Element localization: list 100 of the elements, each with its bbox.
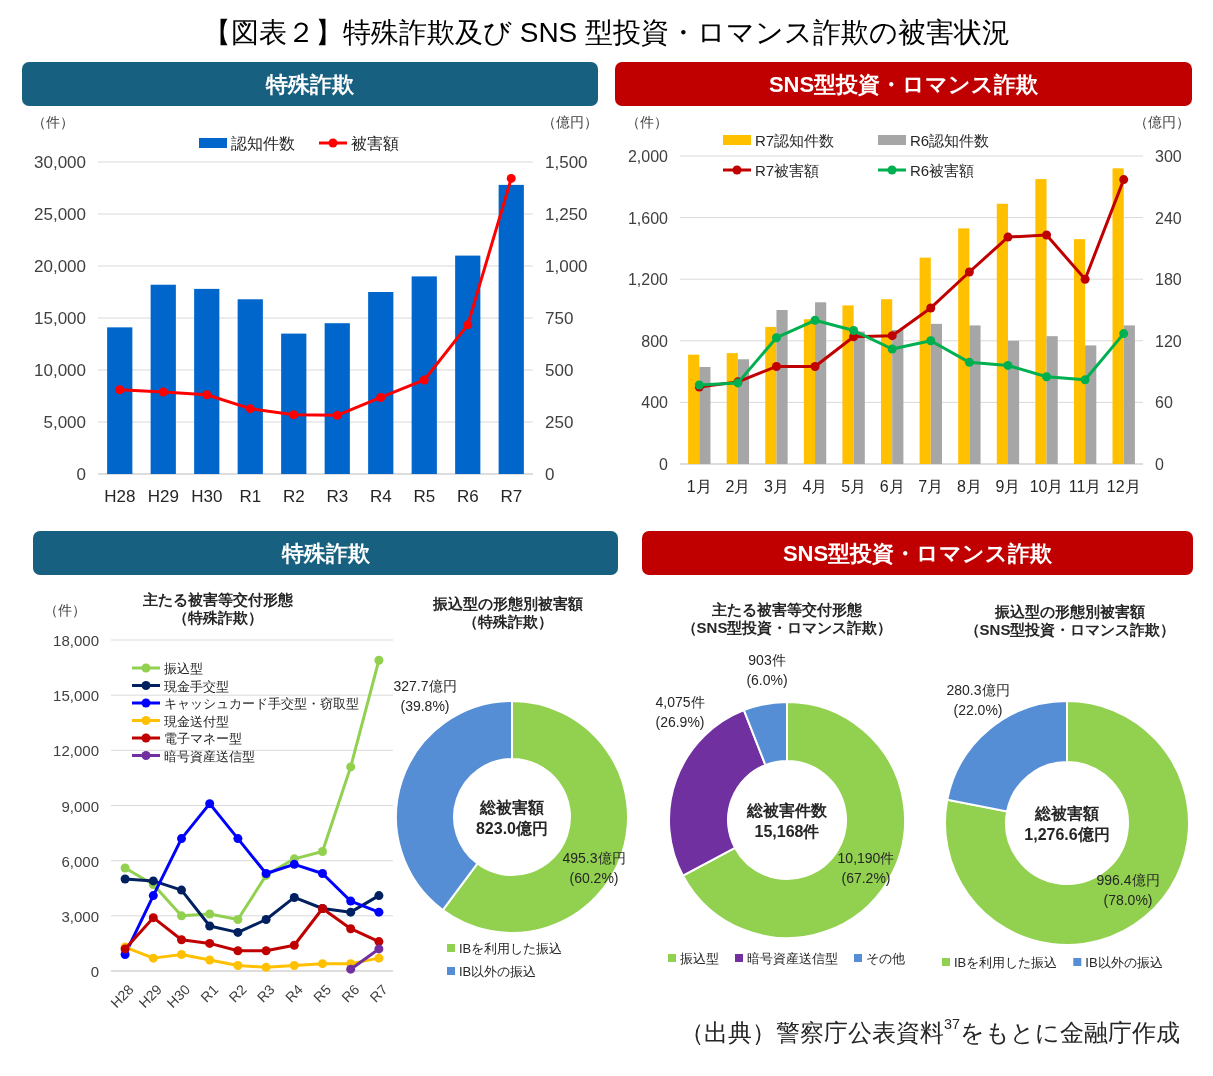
point — [810, 361, 820, 371]
point — [376, 392, 386, 402]
y-tick-label: 0 — [76, 464, 86, 484]
point — [261, 962, 271, 972]
point — [1119, 329, 1129, 339]
x-tick-label: H29 — [135, 981, 166, 1011]
bar — [803, 319, 816, 464]
point — [318, 959, 327, 969]
point — [233, 960, 243, 970]
legend-label: 振込型 — [680, 950, 719, 966]
point — [849, 326, 859, 336]
point — [148, 913, 158, 923]
data-label: 10,190件 (67.2%) — [837, 850, 895, 886]
bar — [194, 288, 220, 474]
x-tick-label: 1月 — [686, 477, 712, 495]
donut-slice — [944, 700, 1190, 946]
x-tick-label: 9月 — [995, 477, 1021, 495]
point — [1042, 230, 1052, 240]
point — [202, 390, 212, 400]
bar — [1123, 325, 1135, 464]
point — [1003, 360, 1013, 370]
point — [926, 303, 936, 313]
point — [771, 361, 781, 371]
chart-subtitle: 振込型の形態別被害額（特殊詐欺） — [432, 594, 583, 630]
point — [346, 924, 356, 934]
x-tick-label: R1 — [239, 486, 262, 506]
point — [346, 907, 356, 917]
legend-label: IBを利用した振込 — [954, 954, 1058, 970]
x-tick-label: R6 — [338, 981, 363, 1006]
bar — [765, 326, 777, 464]
point — [419, 375, 429, 385]
legend-label: 現金送付型 — [164, 713, 229, 728]
bar — [1085, 345, 1097, 464]
point — [233, 946, 243, 956]
y-tick-label: 9,000 — [61, 797, 99, 814]
point — [148, 891, 158, 901]
y-axis-title: （件） — [32, 114, 74, 130]
y-tick-label: 0 — [659, 455, 669, 473]
x-tick-label: 8月 — [956, 477, 982, 495]
x-tick-label: R3 — [253, 981, 278, 1006]
bar — [958, 228, 970, 464]
bar — [455, 255, 481, 474]
data-label: 327.7億円 (39.8%) — [393, 678, 457, 714]
bar — [842, 305, 854, 464]
y2-axis-title: （億円） — [1134, 114, 1190, 130]
point — [205, 955, 215, 965]
text: 総被害額 1,276.6億円 — [1024, 803, 1110, 842]
bar — [996, 203, 1008, 464]
legend-label: R6被害額 — [910, 161, 975, 179]
point — [289, 859, 299, 869]
point — [1080, 274, 1090, 284]
legend-label: R7被害額 — [755, 161, 820, 179]
y2-tick-label: 250 — [545, 412, 574, 432]
point — [318, 846, 327, 856]
point — [1003, 232, 1013, 242]
bar — [150, 284, 176, 474]
x-tick-label: 6月 — [879, 477, 905, 495]
point — [346, 964, 356, 974]
point — [289, 410, 299, 420]
point — [115, 385, 125, 395]
point — [1119, 175, 1129, 185]
bar — [1073, 239, 1086, 464]
y2-tick-label: 750 — [545, 308, 574, 328]
chart-title: SNS型投資・ロマンス詐欺 — [782, 540, 1054, 566]
bar — [776, 310, 788, 464]
point — [205, 921, 215, 931]
x-tick-label: 3月 — [764, 477, 789, 495]
y-tick-label: 12,000 — [53, 741, 99, 759]
bar — [324, 323, 350, 474]
bar — [726, 353, 738, 464]
point — [233, 915, 243, 925]
point — [177, 885, 186, 895]
point — [289, 940, 299, 950]
text: 【図表２】特殊詐欺及び SNS 型投資・ロマンス詐欺の被害状況 — [202, 16, 1011, 48]
bar — [1007, 340, 1020, 464]
point — [926, 336, 936, 346]
bar — [853, 331, 865, 464]
y-axis-title: （件） — [44, 602, 86, 618]
bar — [411, 276, 437, 474]
legend-label: 暗号資産送信型 — [747, 950, 838, 966]
legend-label: IB以外の振込 — [1085, 954, 1163, 970]
y-tick-label: 6,000 — [61, 852, 99, 870]
y2-tick-label: 240 — [1155, 209, 1182, 227]
point — [148, 876, 158, 886]
point — [374, 907, 384, 917]
y-tick-label: 15,000 — [53, 686, 99, 704]
y2-tick-label: 180 — [1155, 270, 1182, 288]
y-tick-label: 0 — [90, 962, 99, 980]
point — [964, 357, 974, 367]
x-tick-label: 2月 — [725, 477, 751, 495]
point — [148, 953, 158, 963]
point — [177, 911, 186, 921]
y-tick-label: 30,000 — [34, 152, 86, 172]
bar — [930, 323, 942, 464]
point — [205, 799, 215, 809]
point — [289, 960, 299, 970]
x-tick-label: H28 — [104, 486, 136, 506]
y-tick-label: 3,000 — [61, 907, 99, 925]
point — [1042, 372, 1052, 382]
bar — [1035, 179, 1047, 464]
